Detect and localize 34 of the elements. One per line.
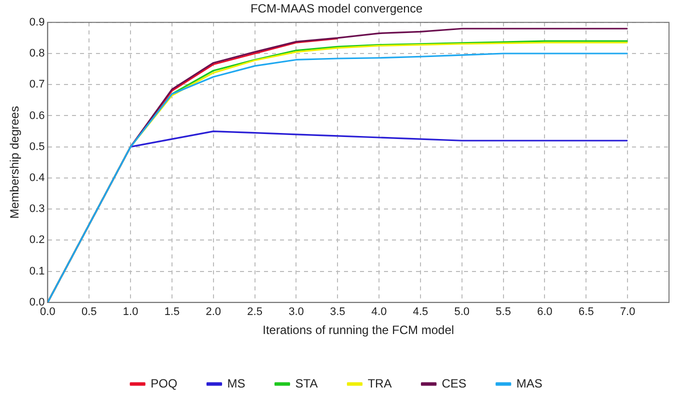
x-tick-label: 5.5 [496, 306, 511, 318]
x-tick-label: 7.0 [620, 306, 636, 318]
y-tick-label: 0.9 [29, 16, 45, 28]
x-tick-label: 0.5 [81, 306, 97, 318]
y-tick-label: 0.1 [29, 265, 45, 278]
x-tick-label: 3.5 [330, 306, 346, 318]
x-tick-label: 5.0 [454, 306, 470, 318]
legend-label: CES [442, 376, 466, 390]
legend-label: STA [295, 376, 318, 390]
legend-label: MAS [516, 376, 542, 390]
x-tick-label: 6.0 [537, 306, 552, 318]
y-tick-label: 0.5 [29, 140, 45, 153]
x-tick-label: 3.0 [288, 306, 304, 318]
y-tick-label: 0.0 [29, 296, 45, 308]
x-tick-label: 4.0 [371, 306, 387, 318]
x-axis-title: Iterations of running the FCM model [262, 323, 454, 338]
x-tick-label: 0.0 [40, 306, 56, 318]
x-tick-label: 1.5 [164, 306, 180, 318]
legend-label: POQ [150, 376, 178, 390]
y-axis-title: Membership degrees [8, 106, 22, 219]
y-tick-label: 0.4 [29, 172, 45, 184]
x-tick-label: 4.5 [412, 306, 428, 318]
y-tick-label: 0.2 [29, 234, 45, 246]
x-tick-label: 6.5 [578, 306, 594, 318]
chart-title: FCM-MAAS model convergence [250, 2, 423, 16]
x-tick-label: 1.0 [122, 306, 138, 318]
legend-label: TRA [368, 376, 392, 390]
x-tick-label: 2.0 [206, 306, 222, 318]
y-tick-label: 0.3 [29, 203, 45, 216]
x-tick-label: 2.5 [247, 306, 262, 318]
y-tick-label: 0.8 [29, 48, 45, 60]
y-tick-label: 0.6 [29, 110, 45, 122]
y-tick-label: 0.7 [29, 78, 45, 91]
legend-label: MS [227, 376, 246, 390]
